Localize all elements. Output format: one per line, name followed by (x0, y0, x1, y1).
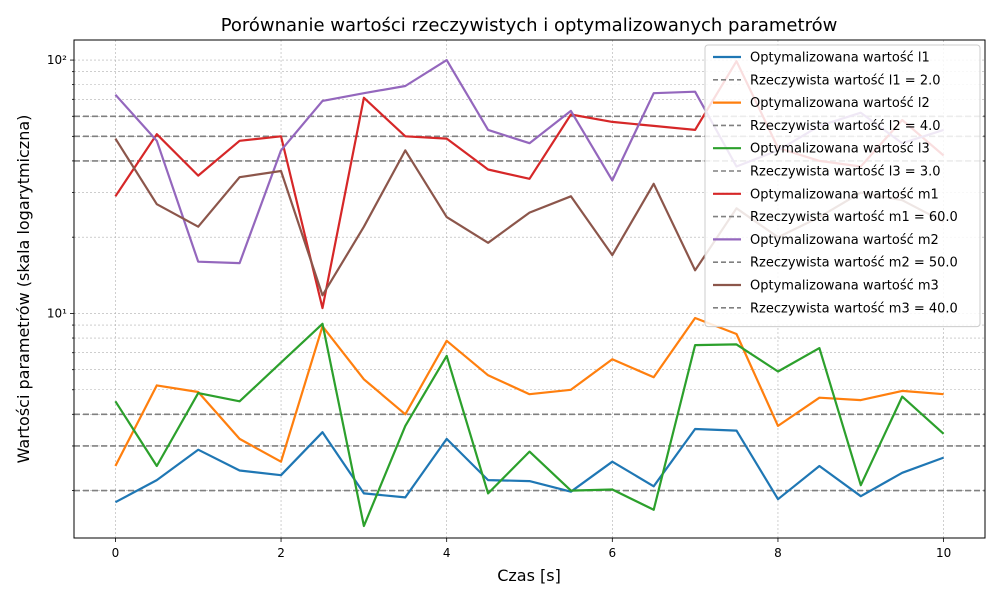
axis-ticks: 0 2 4 6 8 10 10¹ 10² (47, 53, 951, 560)
series-line (114, 322, 945, 528)
plot-frame (73, 39, 986, 539)
x-tick-label: 0 (112, 546, 120, 560)
legend-box (704, 44, 981, 328)
legend-entry-label: Optymalizowana wartość l2 (750, 96, 930, 111)
legend-entry-label: Rzeczywista wartość l1 = 2.0 (750, 73, 941, 88)
series-line (114, 427, 944, 504)
legend-entry-label: Rzeczywista wartość l3 = 3.0 (750, 165, 941, 180)
legend-entry-label: Optymalizowana wartość m1 (750, 187, 939, 202)
x-tick-label: 6 (608, 546, 616, 560)
legend-entry-label: Rzeczywista wartość m1 = 60.0 (750, 210, 958, 225)
chart-title: Porównanie wartości rzeczywistych i opty… (221, 15, 838, 36)
series-line (114, 316, 944, 467)
legend-entry-label: Optymalizowana wartość l3 (750, 142, 930, 157)
legend-entry-label: Optymalizowana wartość m2 (750, 233, 939, 248)
legend-entry-label: Rzeczywista wartość l2 = 4.0 (750, 119, 941, 134)
x-tick-label: 4 (443, 546, 451, 560)
x-axis-label: Czas [s] (497, 566, 561, 585)
x-tick-label: 2 (277, 546, 285, 560)
legend-entry-label: Optymalizowana wartość m3 (750, 279, 939, 294)
y-axis-label: Wartości parametrów (skala logarytmiczna… (14, 115, 33, 464)
legend-entry-label: Optymalizowana wartość l1 (750, 51, 930, 66)
legend: Optymalizowana wartość l1 Rzeczywista war… (704, 44, 981, 328)
legend-entry-label: Rzeczywista wartość m2 = 50.0 (750, 256, 958, 271)
y-tick-label: 10¹ (47, 306, 67, 320)
x-tick-label: 8 (774, 546, 782, 560)
legend-entry-label: Rzeczywista wartość m3 = 40.0 (750, 301, 958, 316)
y-tick-label: 10² (47, 53, 67, 67)
x-tick-label: 10 (936, 546, 951, 560)
